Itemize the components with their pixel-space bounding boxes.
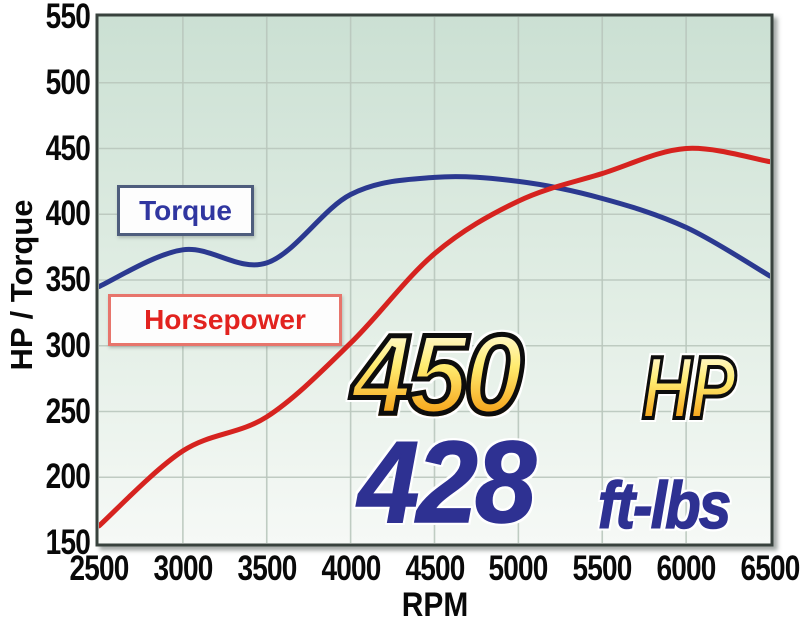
x-tick-label: 6500 xyxy=(740,549,800,588)
x-tick-label: 3500 xyxy=(237,549,297,588)
x-tick-label: 6000 xyxy=(656,549,717,588)
annotation-torque-value: 428 xyxy=(357,417,537,547)
y-tick-label: 400 xyxy=(45,194,91,234)
horsepower-curve xyxy=(99,145,770,529)
x-tick-label: 5500 xyxy=(572,549,633,588)
annotation-hp-unit: HP xyxy=(640,338,737,437)
x-tick-label: 4500 xyxy=(404,549,465,588)
y-tick-label: 500 xyxy=(45,62,91,102)
torque-curve xyxy=(99,174,770,290)
x-tick-label: 5000 xyxy=(488,549,549,588)
y-tick-label: 300 xyxy=(45,325,91,365)
legend-horsepower-label: Horsepower xyxy=(144,304,306,335)
annotation-hp-value: 450 xyxy=(350,312,527,437)
x-tick-label: 3000 xyxy=(153,549,213,588)
legend-torque-label: Torque xyxy=(139,194,232,226)
x-axis-title: RPM xyxy=(401,586,469,624)
y-tick-label: 250 xyxy=(45,391,91,431)
y-tick-label: 450 xyxy=(45,128,91,168)
annotation-torque-unit: ft-lbs xyxy=(597,468,731,542)
y-tick-label: 200 xyxy=(45,457,91,497)
legend-horsepower: Horsepower xyxy=(108,294,342,346)
x-tick-label: 2500 xyxy=(69,549,129,588)
y-tick-label: 350 xyxy=(45,260,91,299)
x-tick-label: 4000 xyxy=(321,549,381,588)
y-tick-label: 550 xyxy=(45,0,91,36)
legend-torque: Torque xyxy=(117,185,254,236)
y-tick-label: 150 xyxy=(45,523,91,562)
y-axis-title: HP / Torque xyxy=(4,199,39,371)
